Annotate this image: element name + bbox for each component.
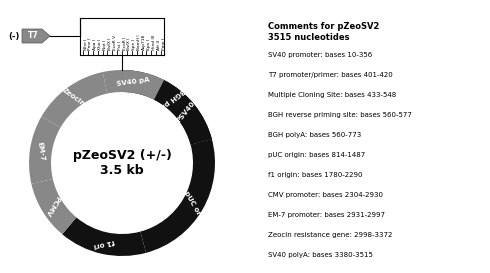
Wedge shape: [103, 70, 164, 100]
Text: Asp718: Asp718: [142, 34, 146, 50]
Text: Apa I: Apa I: [93, 39, 97, 50]
Text: Pme I: Pme I: [162, 38, 166, 50]
Text: Aft II: Aft II: [157, 40, 161, 50]
Text: Comments for pZeoSV2: Comments for pZeoSV2: [268, 22, 379, 31]
Text: f1 ori: f1 ori: [93, 238, 115, 248]
Text: EM-7 promoter: bases 2931-2997: EM-7 promoter: bases 2931-2997: [268, 212, 385, 218]
Text: Spe I: Spe I: [132, 39, 136, 50]
Text: Kpn I: Kpn I: [147, 39, 151, 50]
Text: f1 origin: bases 1780-2290: f1 origin: bases 1780-2290: [268, 172, 363, 178]
Text: BGH pA: BGH pA: [158, 87, 186, 109]
Text: Pst I: Pst I: [118, 41, 122, 50]
Text: 3.5 kb: 3.5 kb: [100, 165, 144, 177]
Text: pUC ori: pUC ori: [183, 190, 203, 218]
Text: pZeoSV2 (+/-): pZeoSV2 (+/-): [73, 149, 172, 162]
Text: Nhe I: Nhe I: [83, 38, 88, 50]
Text: BGH polyA: bases 560-773: BGH polyA: bases 560-773: [268, 132, 361, 138]
Polygon shape: [22, 29, 50, 43]
Text: Multiple Cloning Site: bases 433-548: Multiple Cloning Site: bases 433-548: [268, 92, 396, 98]
Wedge shape: [140, 139, 215, 253]
Wedge shape: [29, 117, 60, 184]
Text: T7 promoter/primer: bases 401-420: T7 promoter/primer: bases 401-420: [268, 72, 393, 78]
Text: (-): (-): [8, 31, 20, 40]
Text: BGH reverse priming site: bases 560-577: BGH reverse priming site: bases 560-577: [268, 112, 412, 118]
Text: PSV40: PSV40: [175, 100, 196, 123]
Text: Zeocin resistance gene: 2998-3372: Zeocin resistance gene: 2998-3372: [268, 232, 392, 238]
Text: EM-7: EM-7: [36, 141, 45, 161]
Text: pUC origin: bases 814-1487: pUC origin: bases 814-1487: [268, 152, 365, 158]
Wedge shape: [122, 70, 212, 145]
Text: T7: T7: [27, 31, 38, 40]
Text: BsfX I: BsfX I: [127, 37, 131, 50]
Wedge shape: [42, 72, 107, 127]
Text: EcoR V: EcoR V: [113, 35, 117, 50]
Text: Pme I: Pme I: [88, 38, 93, 50]
Text: Zeocin: Zeocin: [61, 87, 86, 107]
Wedge shape: [154, 80, 212, 145]
Text: CMV promoter: bases 2304-2930: CMV promoter: bases 2304-2930: [268, 192, 383, 198]
Text: EcoR I: EcoR I: [122, 37, 126, 50]
Text: SV40 pA: SV40 pA: [116, 76, 149, 87]
Text: SV40 polyA: bases 3380-3515: SV40 polyA: bases 3380-3515: [268, 252, 373, 258]
Text: SV40 promoter: bases 10-356: SV40 promoter: bases 10-356: [268, 52, 372, 58]
Text: Not I: Not I: [103, 40, 107, 50]
Text: BamH I: BamH I: [137, 34, 141, 50]
Text: 3515 nucleotides: 3515 nucleotides: [268, 33, 349, 42]
Text: BsfX I: BsfX I: [108, 37, 112, 50]
Text: PCMV: PCMV: [44, 195, 61, 217]
Text: Hind III: Hind III: [152, 35, 156, 50]
Wedge shape: [62, 217, 146, 256]
Wedge shape: [31, 179, 76, 234]
Text: Xho I: Xho I: [98, 39, 102, 50]
